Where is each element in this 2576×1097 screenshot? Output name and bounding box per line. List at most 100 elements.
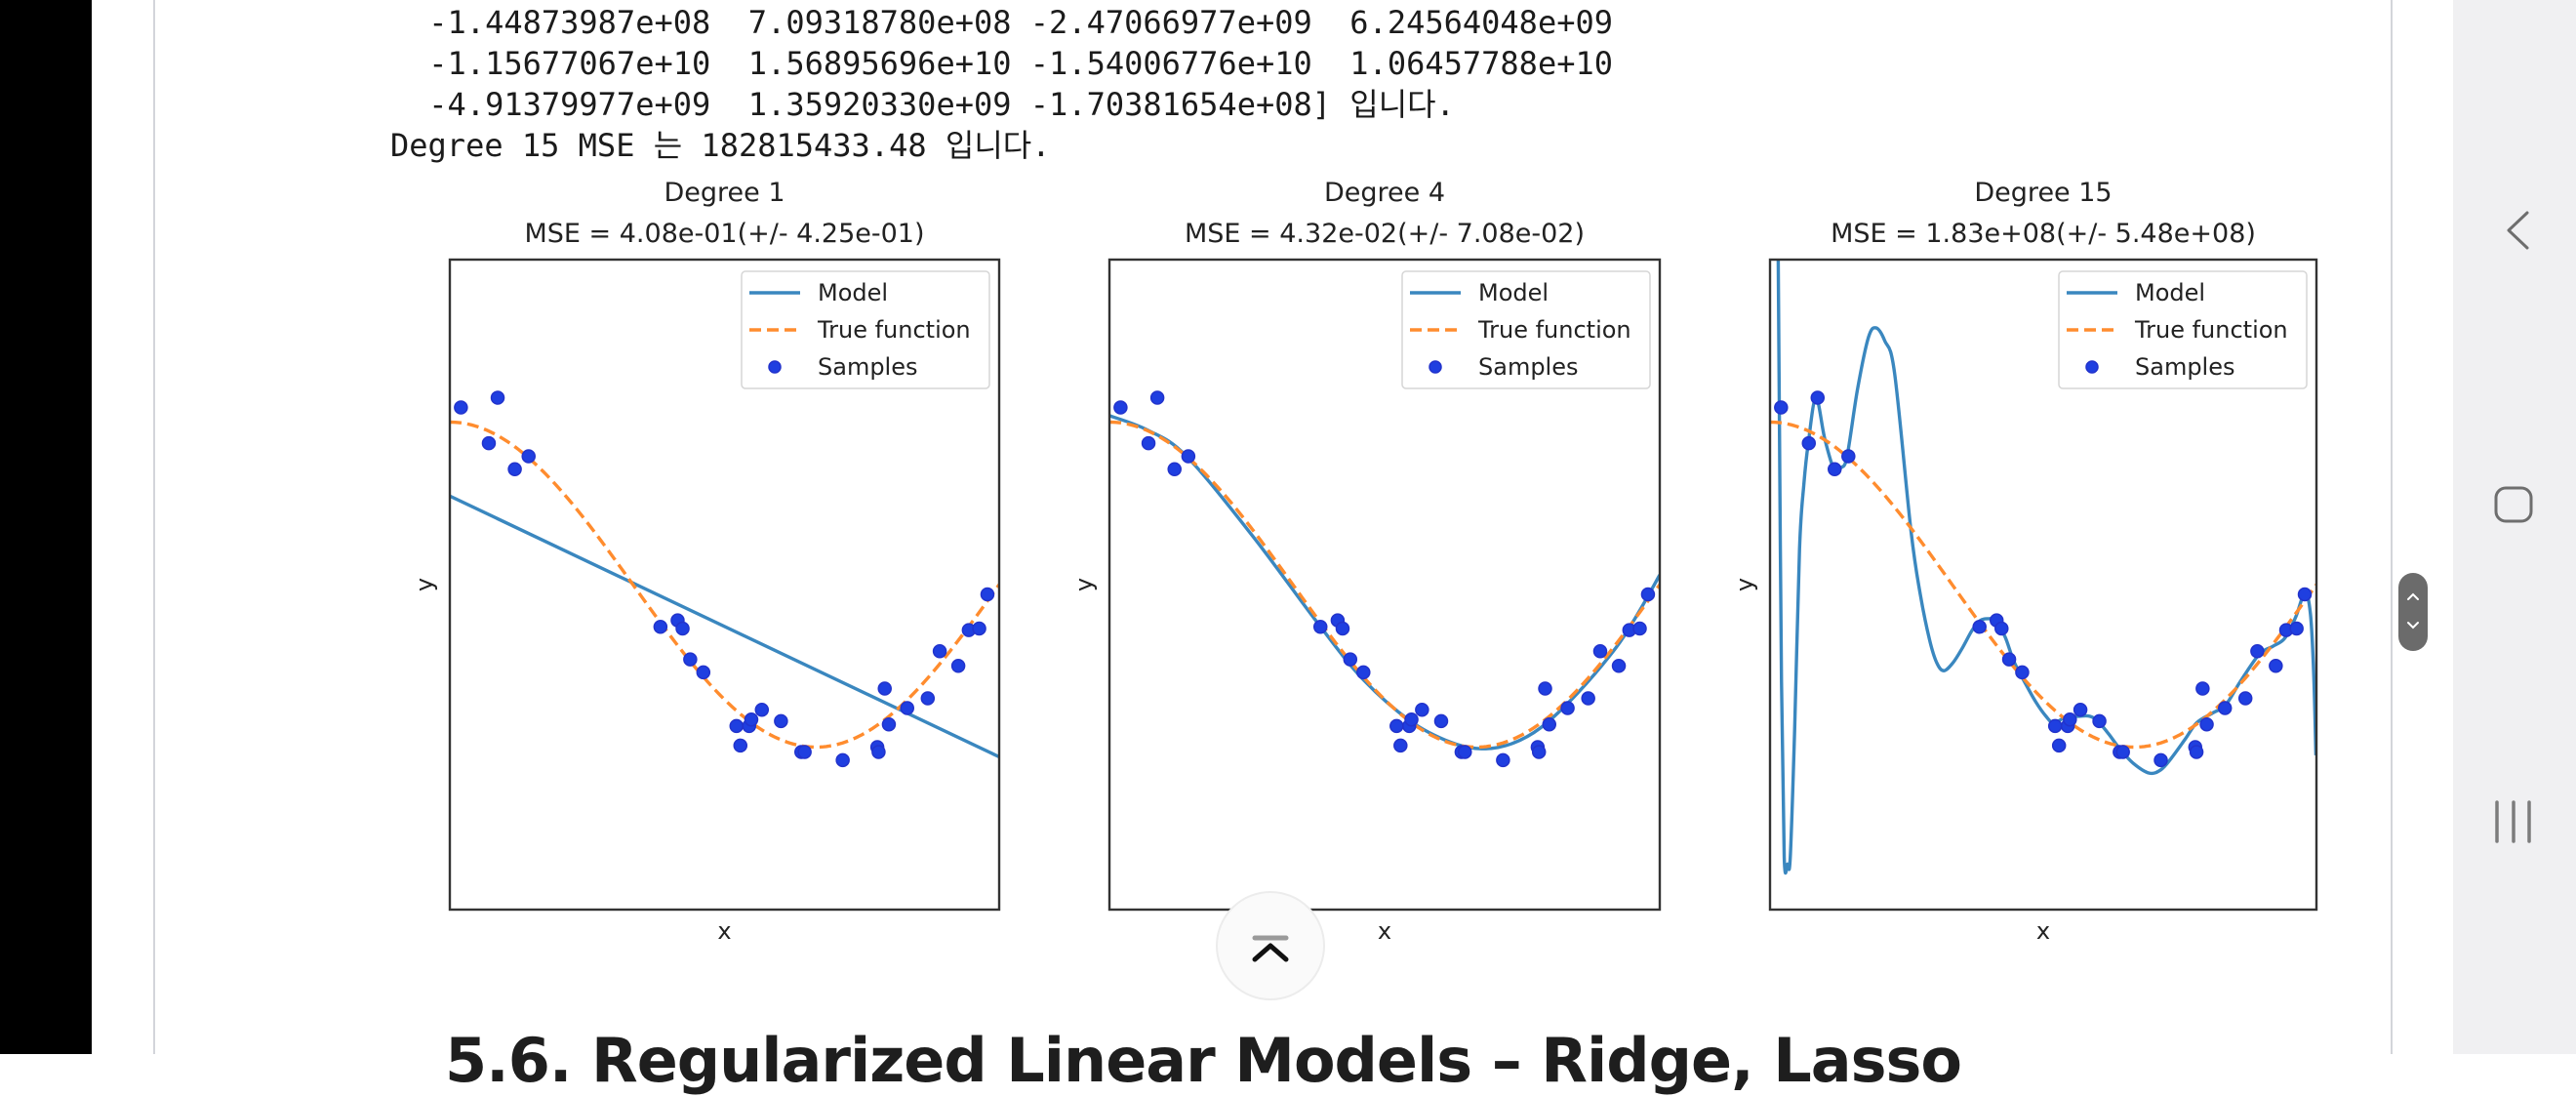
- sample-point: [1181, 449, 1196, 464]
- sample-point: [733, 738, 748, 753]
- sample-point: [2092, 713, 2107, 729]
- chart-title: Degree 15: [1974, 178, 2112, 208]
- legend-label: True function: [817, 316, 971, 344]
- legend-samples-swatch: [768, 360, 782, 374]
- legend-box: [1401, 270, 1651, 389]
- sample-point: [2269, 659, 2283, 673]
- arrow-up-to-bar-icon: [1252, 935, 1289, 962]
- sample-point: [1149, 390, 1165, 405]
- sample-point: [696, 665, 711, 680]
- sample-point: [1335, 621, 1350, 636]
- legend-label: Model: [1478, 279, 1549, 306]
- sample-point: [1404, 711, 1419, 727]
- axes-frame: [1107, 258, 1662, 912]
- back-chevron-left-icon[interactable]: [2500, 210, 2539, 251]
- legend-label: Model: [818, 279, 888, 306]
- axes-frame: [1768, 258, 2318, 912]
- sample-point: [1972, 620, 1987, 634]
- sample-point: [2195, 681, 2210, 696]
- sample-point: [1538, 681, 1552, 696]
- sample-point: [521, 449, 536, 464]
- sample-point: [1827, 462, 1842, 477]
- sample-point: [1810, 390, 1826, 405]
- chart-subtitle: MSE = 1.83e+08(+/- 5.48e+08): [1831, 219, 2256, 249]
- sample-point: [2153, 752, 2168, 768]
- sample-point: [1841, 449, 1856, 464]
- sample-point: [980, 587, 995, 602]
- sample-point: [1581, 691, 1595, 706]
- x-axis-label: x: [2036, 917, 2050, 945]
- true-function-line: [450, 420, 999, 750]
- sample-point: [2250, 644, 2265, 659]
- sample-point: [1611, 659, 1627, 673]
- legend-label: Samples: [1478, 353, 1579, 381]
- sample-point: [2051, 738, 2067, 753]
- chart-subtitle: MSE = 4.32e-02(+/- 7.08e-02): [1185, 219, 1585, 249]
- content-border-left: [153, 0, 155, 1054]
- chart-panel-2: Degree 4 MSE = 4.32e-02(+/- 7.08e-02) x y Mo…: [1070, 178, 1662, 945]
- sample-point: [2015, 665, 2030, 680]
- sample-point: [1343, 652, 1358, 667]
- sample-point: [2189, 745, 2204, 759]
- up-down-chevron-icon: [2407, 592, 2419, 630]
- sample-point: [2289, 621, 2304, 636]
- chart-panel-3: Degree 15 MSE = 1.83e+08(+/- 5.48e+08) x y M…: [1731, 178, 2318, 945]
- degree-comparison-charts: Degree 1 MSE = 4.08e-01(+/- 4.25e-01) x y Mo…: [411, 178, 2318, 945]
- fast-scroll-handle[interactable]: [2398, 573, 2428, 651]
- sample-point: [932, 644, 947, 659]
- sample-point: [920, 691, 936, 706]
- legend: Model True function Samples: [741, 270, 990, 389]
- sample-point: [835, 752, 850, 768]
- scroll-to-top-button[interactable]: [1216, 891, 1325, 1000]
- plot-area: [1109, 390, 1660, 768]
- legend-label: Samples: [2135, 353, 2235, 381]
- sample-point: [675, 621, 690, 636]
- output-line: -1.15677067e+10 1.56895696e+10 -1.540067…: [410, 45, 1613, 82]
- sample-point: [1458, 745, 1472, 759]
- sample-point: [490, 390, 505, 405]
- sample-point: [877, 681, 892, 696]
- sample-point: [1632, 621, 1647, 636]
- output-line: Degree 15 MSE 는 182815433.48 입니다.: [390, 127, 1051, 164]
- sample-point: [1531, 745, 1547, 759]
- legend-box: [2058, 270, 2308, 389]
- legend-label: True function: [1477, 316, 1631, 344]
- sample-point: [1542, 716, 1556, 732]
- sample-point: [797, 745, 812, 759]
- sample-point: [754, 702, 770, 717]
- sample-point: [2001, 652, 2017, 667]
- sample-point: [2199, 716, 2214, 732]
- axes-frame: [448, 258, 1001, 912]
- legend-samples-swatch: [1429, 360, 1442, 374]
- sample-point: [1312, 620, 1328, 634]
- sample-point: [1393, 738, 1408, 753]
- sample-point: [1640, 587, 1656, 602]
- plot-area: [450, 390, 999, 768]
- chart-title: Degree 4: [1324, 178, 1445, 208]
- sample-point: [900, 701, 915, 715]
- sample-point: [1774, 400, 1789, 415]
- section-heading: 5.6. Regularized Linear Models – Ridge, …: [445, 1025, 1962, 1096]
- output-line: -4.91379977e+09 1.35920330e+09 -1.703816…: [410, 86, 1455, 123]
- sample-point: [2237, 691, 2253, 706]
- system-nav-bar: [2453, 0, 2576, 1054]
- legend-box: [741, 270, 990, 389]
- sample-point: [1994, 621, 2009, 636]
- chart-panel-1: Degree 1 MSE = 4.08e-01(+/- 4.25e-01) x y Mo…: [411, 178, 1001, 945]
- sample-point: [1141, 435, 1156, 451]
- recents-three-bars-icon[interactable]: [2492, 798, 2537, 845]
- home-square-icon[interactable]: [2492, 485, 2537, 526]
- model-line: [450, 494, 999, 759]
- y-axis-label: y: [1731, 578, 1758, 591]
- sample-point: [1560, 701, 1575, 715]
- legend: Model True function Samples: [1401, 270, 1651, 389]
- sample-point: [2073, 702, 2088, 717]
- sample-point: [1433, 713, 1449, 729]
- code-output: -1.44873987e+08 7.09318780e+08 -2.470669…: [390, 2, 1613, 166]
- legend-label: Samples: [818, 353, 918, 381]
- sample-point: [1801, 435, 1817, 451]
- sample-point: [2218, 701, 2233, 715]
- y-axis-label: y: [411, 578, 438, 591]
- output-line: -1.44873987e+08 7.09318780e+08 -2.470669…: [410, 4, 1613, 41]
- chart-subtitle: MSE = 4.08e-01(+/- 4.25e-01): [524, 219, 924, 249]
